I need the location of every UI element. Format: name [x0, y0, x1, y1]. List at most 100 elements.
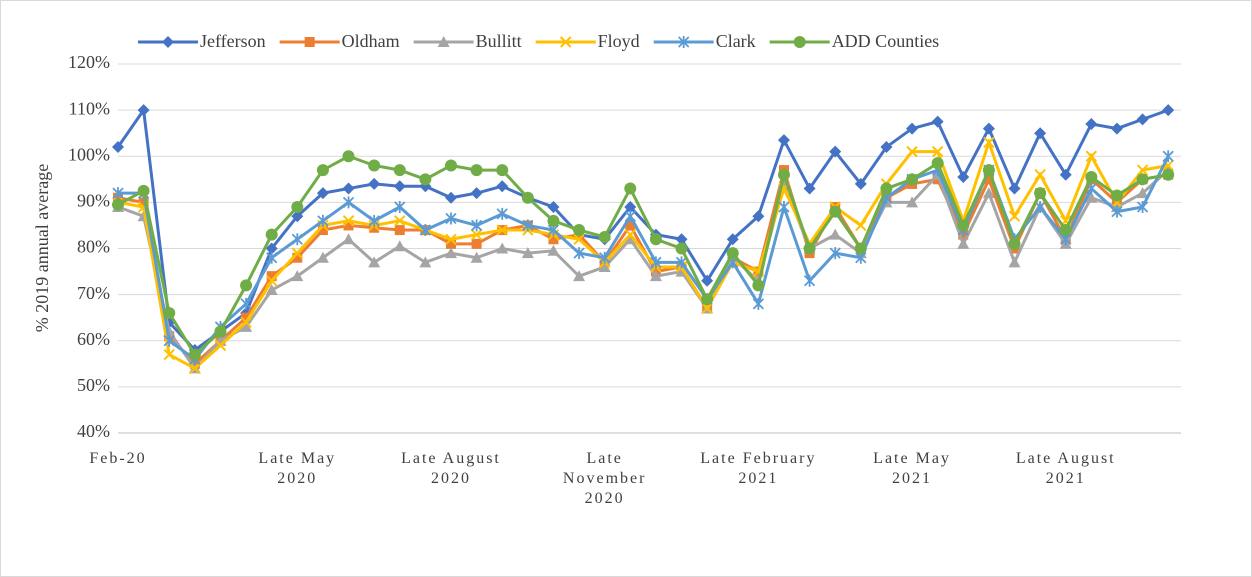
marker — [1008, 237, 1021, 250]
marker — [419, 173, 432, 186]
y-axis-label: % 2019 annual average — [32, 164, 52, 332]
marker — [701, 274, 714, 287]
marker — [1162, 168, 1175, 181]
marker — [304, 37, 315, 47]
marker — [1085, 191, 1098, 203]
marker — [547, 244, 560, 256]
marker — [240, 297, 252, 310]
marker — [394, 200, 406, 213]
marker — [1085, 117, 1098, 130]
marker — [1136, 164, 1149, 176]
marker — [291, 270, 304, 282]
marker — [317, 214, 329, 227]
marker — [829, 228, 842, 240]
marker — [419, 256, 432, 268]
marker — [777, 134, 790, 147]
marker — [906, 145, 918, 158]
marker — [598, 230, 611, 243]
marker — [368, 177, 381, 190]
marker — [444, 247, 457, 259]
marker — [701, 293, 714, 306]
marker — [342, 233, 355, 245]
marker — [854, 177, 867, 190]
marker — [573, 247, 585, 260]
marker — [624, 228, 636, 241]
x-tick-label: Feb-20 — [89, 450, 147, 467]
marker — [752, 297, 764, 310]
legend-label: Floyd — [598, 31, 640, 51]
series — [112, 164, 1175, 374]
marker — [521, 247, 534, 259]
marker — [1034, 187, 1047, 200]
marker — [316, 187, 329, 200]
marker — [675, 242, 688, 255]
marker — [368, 214, 380, 227]
marker — [265, 242, 278, 255]
legend-label: Bullitt — [476, 31, 522, 51]
marker — [854, 242, 867, 255]
marker — [496, 224, 508, 236]
marker — [163, 348, 175, 361]
marker — [1136, 187, 1149, 199]
x-tick-label: Late May 2021 — [873, 450, 951, 487]
marker — [394, 215, 406, 227]
y-tick-label: 120% — [68, 52, 110, 72]
marker — [625, 220, 636, 231]
y-tick-label: 80% — [77, 237, 110, 257]
marker — [752, 210, 765, 223]
marker — [829, 205, 842, 218]
marker — [829, 145, 842, 158]
x-tick-label: Late November 2020 — [562, 450, 647, 507]
marker — [393, 164, 406, 177]
marker — [649, 270, 662, 282]
marker — [547, 214, 560, 227]
marker — [316, 164, 329, 177]
marker — [445, 212, 457, 225]
series-line — [117, 168, 1170, 371]
marker — [726, 247, 739, 260]
marker — [343, 220, 354, 231]
marker — [624, 233, 637, 245]
y-tick-label: 70% — [77, 283, 110, 303]
marker — [266, 271, 277, 282]
marker — [265, 275, 278, 287]
marker — [189, 362, 201, 375]
marker — [931, 145, 944, 158]
marker — [624, 210, 636, 223]
marker — [368, 256, 381, 268]
y-tick-label: 50% — [77, 375, 110, 395]
marker — [982, 122, 995, 135]
marker — [214, 325, 227, 338]
marker — [368, 159, 381, 172]
marker — [906, 122, 919, 135]
marker — [369, 222, 380, 233]
marker — [880, 141, 893, 154]
marker — [470, 164, 483, 177]
marker — [240, 279, 253, 292]
marker — [470, 228, 483, 241]
marker — [906, 173, 919, 186]
marker — [393, 180, 406, 193]
marker — [678, 36, 690, 48]
marker — [342, 215, 355, 227]
marker — [982, 187, 995, 199]
marker — [931, 115, 944, 128]
marker — [214, 339, 227, 352]
marker — [496, 242, 509, 254]
marker — [1008, 210, 1021, 222]
marker — [1034, 127, 1047, 140]
marker — [1059, 168, 1072, 181]
marker — [419, 224, 432, 237]
marker — [291, 247, 304, 259]
marker — [291, 210, 304, 223]
marker — [1059, 224, 1072, 237]
marker — [793, 36, 806, 48]
marker — [1136, 113, 1149, 126]
marker — [752, 279, 765, 292]
marker — [342, 196, 355, 209]
y-tick-label: 40% — [77, 421, 110, 441]
marker — [496, 164, 509, 177]
marker — [906, 196, 919, 208]
